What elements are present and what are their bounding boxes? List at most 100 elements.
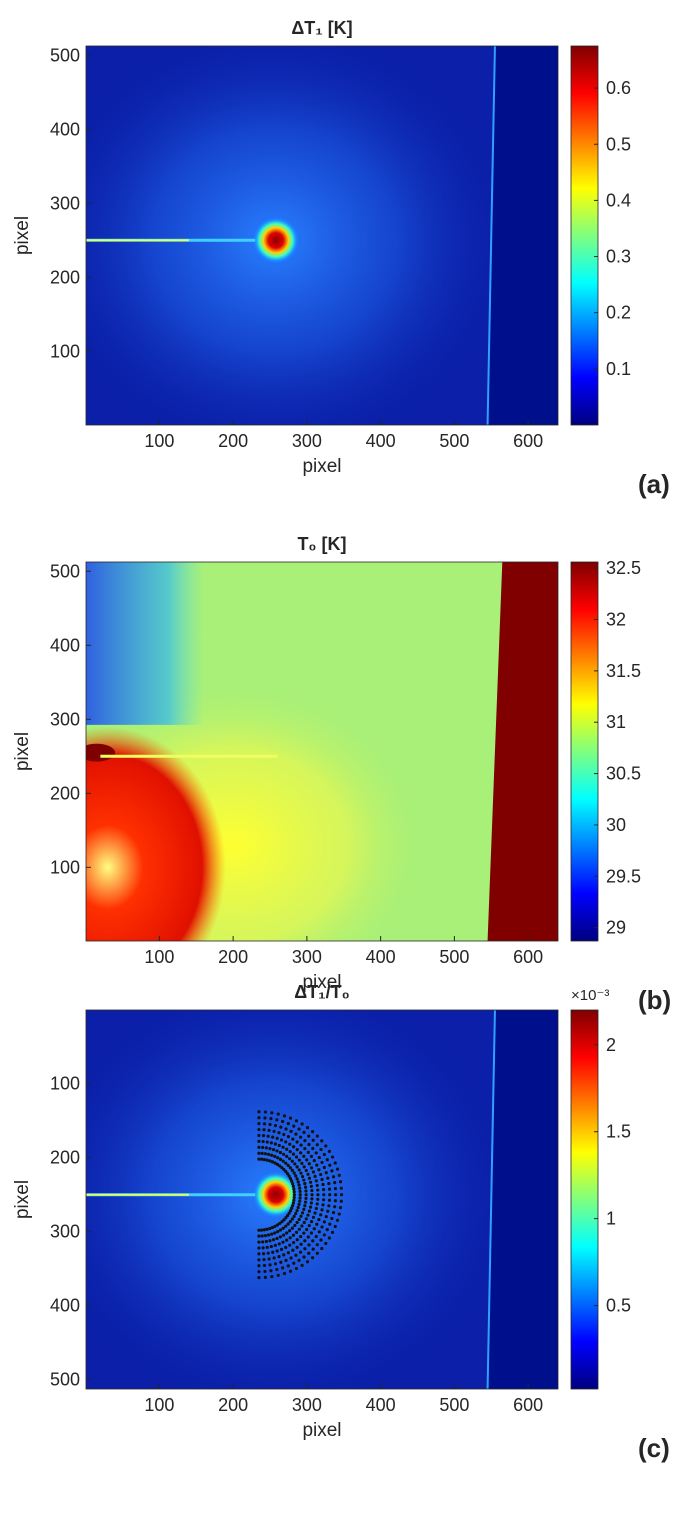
probe-dot: [304, 1217, 308, 1221]
probe-dot: [320, 1246, 324, 1251]
probe-dot: [271, 1238, 276, 1242]
colorbar-tick-label: 31: [606, 712, 626, 732]
probe-dot: [303, 1204, 307, 1208]
probe-dot: [275, 1136, 279, 1140]
colorbar-tick-label: 1.5: [606, 1122, 631, 1142]
probe-dot: [325, 1158, 329, 1162]
heatmap-hot: [86, 726, 226, 941]
colorbar: [570, 1009, 599, 1390]
probe-dot: [273, 1161, 277, 1165]
probe-dot: [257, 1151, 261, 1155]
probe-dot: [337, 1173, 341, 1177]
probe-dot: [261, 1252, 266, 1256]
probe-dot: [280, 1220, 284, 1224]
probe-dot: [261, 1246, 265, 1250]
probe-dot: [328, 1222, 332, 1226]
probe-dot: [281, 1159, 285, 1163]
probe-dot: [289, 1256, 293, 1260]
probe-dot: [324, 1241, 328, 1246]
probe-dot: [297, 1202, 301, 1206]
probe-dot: [284, 1224, 288, 1228]
probe-dot: [290, 1206, 294, 1210]
probe-dot: [271, 1250, 275, 1254]
probe-dot: [308, 1205, 313, 1209]
probe-dot: [284, 1245, 288, 1250]
probe-dot: [295, 1165, 299, 1169]
probe-dot: [300, 1263, 304, 1267]
probe-dot: [297, 1217, 301, 1222]
probe-dot: [290, 1226, 294, 1230]
probe-dot: [303, 1247, 307, 1251]
probe-dot: [315, 1183, 319, 1188]
chart-title: T₀ [K]: [297, 534, 346, 554]
probe-dot: [267, 1128, 271, 1132]
probe-dot: [320, 1225, 324, 1229]
heatmap-edge: [487, 46, 558, 425]
probe-dot: [261, 1240, 265, 1244]
colorbar: [570, 561, 599, 942]
probe-dot: [314, 1206, 318, 1211]
probe-dot: [313, 1174, 317, 1178]
probe-dot: [257, 1252, 261, 1256]
probe-dot: [302, 1165, 306, 1169]
probe-dot: [281, 1119, 285, 1124]
x-tick-label: 600: [513, 1395, 543, 1415]
probe-dot: [305, 1126, 310, 1130]
probe-dot: [307, 1209, 312, 1213]
probe-dot: [307, 1134, 311, 1138]
probe-dot: [328, 1193, 332, 1197]
probe-dot: [302, 1154, 306, 1158]
probe-dot: [282, 1132, 286, 1137]
probe-dot: [310, 1130, 315, 1134]
probe-dot: [298, 1250, 303, 1254]
probe-dot: [337, 1212, 341, 1216]
probe-dot: [263, 1110, 268, 1114]
colorbar-tick-label: 0.5: [606, 134, 631, 154]
probe-dot: [308, 1180, 313, 1184]
y-axis-label: pixel: [12, 1180, 33, 1219]
probe-dot: [298, 1135, 303, 1139]
probe-dot: [265, 1227, 269, 1231]
probe-dot: [292, 1145, 296, 1149]
probe-dot: [267, 1257, 271, 1261]
probe-dot: [298, 1193, 302, 1197]
x-tick-label: 300: [292, 431, 322, 451]
probe-dot: [317, 1168, 321, 1172]
plot-frame: [85, 561, 559, 942]
probe-dot: [268, 1147, 272, 1151]
probe-dot: [273, 1123, 278, 1128]
probe-dot: [286, 1135, 291, 1139]
probe-dot: [316, 1197, 320, 1201]
probe-dot: [264, 1146, 268, 1150]
probe-dot: [266, 1233, 271, 1237]
probe-dot: [270, 1274, 274, 1279]
probe-dot: [265, 1140, 269, 1144]
probe-dot: [271, 1148, 276, 1152]
colorbar-tick-label: 29.5: [606, 866, 641, 886]
probe-dot: [273, 1154, 277, 1158]
probe-dot: [330, 1155, 335, 1159]
probe-dot: [286, 1264, 290, 1268]
probe-dot: [291, 1233, 296, 1237]
probe-dot: [292, 1195, 296, 1200]
heatmap-core: [250, 215, 301, 266]
probe-dot: [295, 1177, 299, 1181]
probe-dot: [263, 1152, 268, 1156]
probe-dot: [299, 1143, 303, 1147]
probe-dot: [288, 1116, 293, 1120]
y-axis-label: pixel: [12, 732, 33, 771]
probe-dot: [300, 1211, 305, 1215]
probe-dot: [278, 1164, 282, 1168]
probe-dot: [275, 1149, 279, 1153]
probe-dot: [322, 1198, 326, 1202]
y-tick-label: 300: [50, 1222, 80, 1242]
probe-dot: [290, 1159, 294, 1163]
probe-dot: [314, 1179, 318, 1183]
colorbar-tick-label: 2: [606, 1035, 616, 1055]
probe-dot: [285, 1154, 289, 1158]
probe-dot: [262, 1122, 267, 1126]
probe-dot: [295, 1148, 299, 1152]
probe-dot: [302, 1231, 306, 1235]
probe-dot: [324, 1215, 328, 1219]
